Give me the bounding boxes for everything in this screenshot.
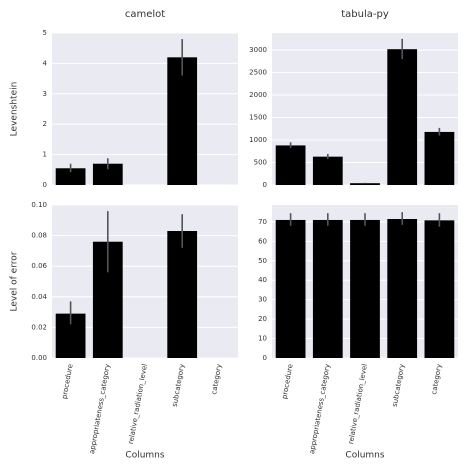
y-tick-label: 0.06	[31, 262, 47, 270]
y-tick-label: 60	[258, 237, 267, 245]
bar	[167, 57, 198, 185]
y-tick-label: 0.02	[31, 323, 47, 331]
y-tick-label: 2	[43, 120, 47, 128]
y-tick-label: 1000	[249, 136, 267, 144]
bar	[275, 219, 306, 358]
x-tick-label: relative_radiation_level	[127, 363, 149, 445]
bar	[55, 168, 86, 185]
bar	[167, 231, 198, 358]
bar	[424, 220, 455, 358]
x-tick-label: procedure	[60, 363, 74, 399]
x-axis-label: Columns	[125, 451, 164, 461]
y-tick-label: 1500	[249, 114, 267, 122]
y-tick-label: 0	[263, 181, 267, 189]
x-tick-label: subcategory	[391, 363, 406, 407]
bar	[387, 49, 418, 186]
x-tick-label: appropriateness_category	[308, 363, 332, 454]
y-axis-label: Levenshtein	[10, 82, 20, 137]
y-tick-label: 2500	[249, 69, 267, 77]
y-axis-label: Level of error	[10, 251, 20, 311]
y-tick-label: 5	[43, 29, 47, 37]
y-tick-label: 50	[258, 257, 267, 265]
y-tick-label: 30	[258, 296, 267, 304]
x-tick-label: procedure	[280, 363, 294, 399]
bar	[387, 218, 418, 358]
bar	[350, 183, 380, 185]
bar	[312, 219, 343, 358]
y-tick-label: 0	[263, 354, 267, 362]
x-tick-label: category	[430, 363, 443, 395]
y-tick-label: 4	[43, 59, 48, 67]
y-tick-label: 20	[258, 315, 267, 323]
x-axis-label: Columns	[345, 451, 384, 461]
x-tick-label: category	[210, 363, 223, 395]
y-tick-label: 2000	[249, 91, 267, 99]
y-tick-label: 0.10	[31, 201, 47, 209]
subplot-title: camelot	[125, 9, 165, 20]
y-tick-label: 40	[258, 276, 267, 284]
bar	[350, 219, 380, 358]
y-tick-label: 3	[43, 90, 47, 98]
x-tick-label: subcategory	[171, 363, 186, 407]
plot-area	[52, 33, 238, 185]
y-tick-label: 10	[258, 335, 267, 343]
y-tick-label: 0	[43, 181, 47, 189]
y-tick-label: 1	[43, 151, 47, 159]
bar	[424, 131, 455, 185]
y-tick-label: 70	[258, 218, 267, 226]
bar	[312, 156, 343, 185]
y-tick-label: 0.04	[31, 293, 47, 301]
y-tick-label: 500	[254, 159, 267, 167]
y-tick-label: 0.08	[31, 232, 47, 240]
bar	[275, 145, 306, 185]
subplot-title: tabula-py	[341, 9, 389, 20]
y-tick-label: 3000	[249, 46, 267, 54]
y-tick-label: 0.00	[31, 354, 47, 362]
bar	[92, 163, 123, 185]
x-tick-label: relative_radiation_level	[347, 363, 369, 445]
x-tick-label: appropriateness_category	[88, 363, 112, 454]
